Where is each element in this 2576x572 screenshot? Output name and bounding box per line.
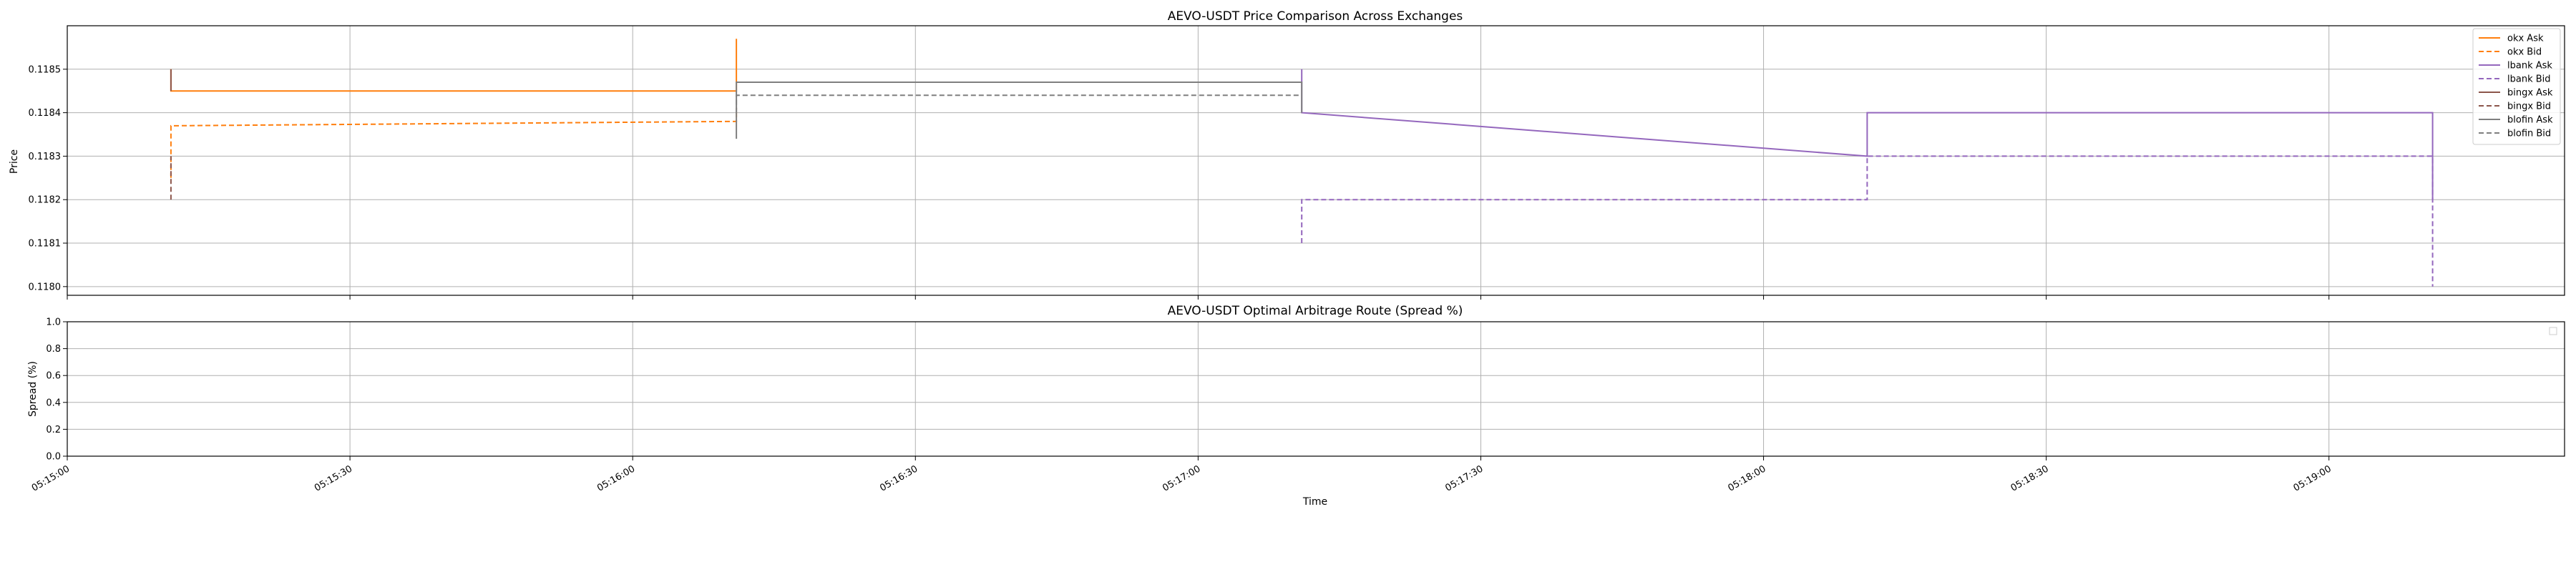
x-tick-label: 05:16:00 — [595, 463, 637, 493]
series-line-lbank-bid — [1301, 155, 2434, 287]
y-tick-label: 0.2 — [46, 425, 61, 435]
y-tick-label: 0.1181 — [29, 239, 62, 250]
price-grid — [67, 26, 2565, 295]
x-tick-label: 05:16:30 — [878, 463, 919, 493]
spread-y-axis-label: Spread (%) — [27, 361, 39, 417]
legend-label: bingx Ask — [2507, 88, 2553, 99]
series-line-lbank-ask — [1301, 69, 2434, 200]
x-tick-label: 05:18:00 — [1726, 463, 1767, 493]
price-axes-frame — [67, 25, 2565, 296]
price-y-axis-label: Price — [9, 149, 20, 174]
x-tick-label: 05:15:00 — [30, 463, 72, 493]
legend-label: okx Ask — [2507, 34, 2544, 44]
legend-box — [2472, 28, 2561, 145]
spread-y-ticks: 0.0 0.2 0.4 0.6 0.8 1.0 — [46, 317, 67, 463]
legend-label: okx Bid — [2507, 47, 2542, 58]
y-tick-label: 0.6 — [46, 371, 61, 382]
spread-chart-title: AEVO-USDT Optimal Arbitrage Route (Sprea… — [1168, 304, 1463, 318]
legend-label: lbank Ask — [2507, 61, 2552, 72]
x-tick-label: 05:17:30 — [1443, 463, 1485, 493]
price-chart-title: AEVO-USDT Price Comparison Across Exchan… — [1168, 9, 1463, 24]
spread-empty-legend — [2549, 327, 2557, 335]
x-tick-label: 05:17:00 — [1161, 463, 1202, 493]
x-tick-label: 05:19:00 — [2292, 463, 2333, 493]
spread-x-ticks: 05:15:00 05:15:30 05:16:00 05:16:30 05:17:00… — [30, 456, 2333, 494]
price-series — [170, 39, 2434, 287]
y-tick-label: 0.4 — [46, 398, 61, 408]
spread-axes-frame — [67, 321, 2565, 457]
legend-label: blofin Ask — [2507, 115, 2553, 126]
price-legend: okx Ask okx Bid lbank Ask lbank Bid bingx As… — [2472, 28, 2561, 145]
series-line-okx-ask — [170, 39, 738, 92]
price-panel: AEVO-USDT Price Comparison Across Exchan… — [9, 9, 2565, 300]
y-tick-label: 0.1184 — [29, 108, 62, 119]
spread-panel: AEVO-USDT Optimal Arbitrage Route (Sprea… — [27, 304, 2565, 508]
legend-label: bingx Bid — [2507, 102, 2551, 112]
spread-x-axis-label: Time — [1302, 496, 1327, 508]
y-tick-label: 0.1182 — [29, 195, 62, 206]
series-line-okx-bid — [170, 108, 738, 178]
y-tick-label: 0.1180 — [29, 282, 62, 292]
y-tick-label: 0.1183 — [29, 152, 62, 162]
y-tick-label: 1.0 — [46, 317, 61, 328]
x-tick-label: 05:15:30 — [313, 463, 354, 493]
spread-grid — [67, 321, 2565, 457]
series-line-blofin-ask — [736, 82, 1303, 139]
x-tick-label: 05:18:30 — [2009, 463, 2051, 493]
y-tick-label: 0.0 — [46, 452, 61, 463]
price-x-tick-marks — [67, 295, 2330, 300]
legend-label: lbank Bid — [2507, 74, 2551, 85]
y-tick-label: 0.1185 — [29, 64, 62, 75]
y-tick-label: 0.8 — [46, 344, 61, 355]
price-y-ticks: 0.1180 0.1181 0.1182 0.1183 0.1184 0.1185 — [29, 64, 67, 292]
legend-label: blofin Bid — [2507, 129, 2551, 139]
series-line-blofin-bid — [736, 94, 1302, 113]
